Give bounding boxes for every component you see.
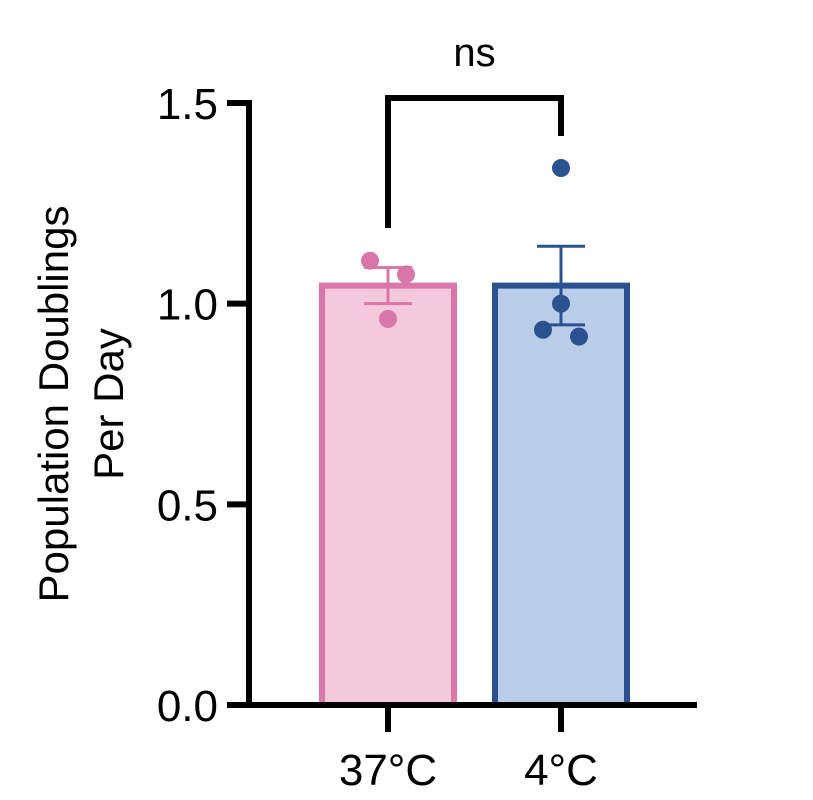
data-point [552, 159, 570, 178]
data-point [379, 309, 397, 328]
data-point [552, 294, 570, 313]
y-tick-label: 0.0 [157, 682, 218, 731]
y-tick-label: 1.5 [157, 80, 218, 129]
data-point [534, 320, 552, 339]
data-point [361, 251, 379, 270]
data-point [397, 265, 415, 284]
y-tick-label: 1.0 [157, 281, 218, 330]
data-point [570, 327, 588, 346]
significance-bracket [385, 95, 564, 228]
y-axis-label-line-2: Per Day [85, 328, 132, 480]
plot-area: 0.0 0.5 1.0 1.5 37°C 4°C ns [157, 31, 697, 795]
y-axis-label: Population Doublings Per Day [30, 206, 132, 603]
bar-4°C [492, 282, 630, 708]
y-tick-label: 0.5 [157, 481, 218, 530]
x-tick-label: 4°C [524, 746, 598, 795]
bar-37°C [319, 282, 457, 708]
y-axis-label-line-1: Population Doublings [30, 206, 77, 603]
x-tick-label: 37°C [339, 746, 437, 795]
significance-label: ns [453, 31, 495, 75]
